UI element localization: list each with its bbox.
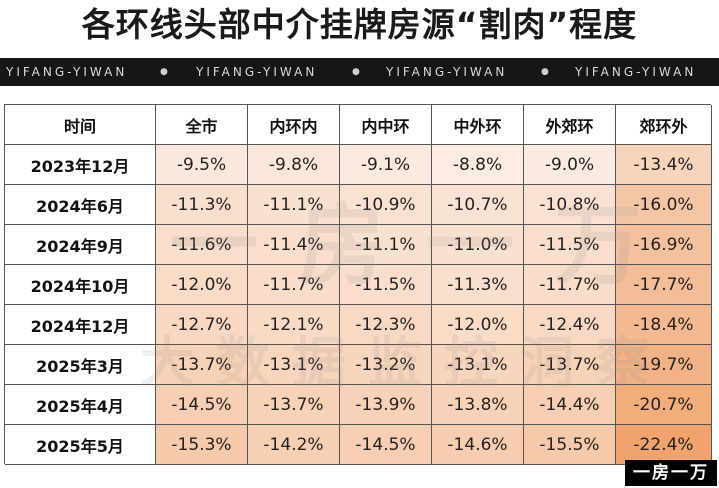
brand-logo: 一房一万 (625, 460, 717, 486)
band-text-3: YIFANG-YIWAN (386, 65, 508, 79)
band-text-2: YIFANG-YIWAN (196, 65, 318, 79)
table-row-label: 2024年9月 (5, 225, 156, 265)
table-cell: -13.2% (340, 345, 432, 385)
table-cell: -11.7% (524, 265, 616, 305)
table-cell: -13.9% (340, 385, 432, 425)
table-cell: -13.7% (248, 385, 340, 425)
table-cell: -12.0% (156, 265, 248, 305)
table-cell: -11.4% (248, 225, 340, 265)
table-cell: -10.9% (340, 185, 432, 225)
table-cell: -11.0% (432, 225, 524, 265)
table-cell: -14.5% (156, 385, 248, 425)
band-dot-1: ● (160, 67, 168, 77)
table-cell: -11.5% (340, 265, 432, 305)
table-cell: -14.6% (432, 425, 524, 465)
table-cell: -13.4% (616, 145, 712, 185)
band-text-4: YIFANG-YIWAN (575, 65, 697, 79)
table-cell: -9.5% (156, 145, 248, 185)
table-cell: -10.8% (524, 185, 616, 225)
table-cell: -12.0% (432, 305, 524, 345)
table-cell: -18.4% (616, 305, 712, 345)
table-header-5: 外郊环 (524, 105, 616, 145)
table-cell: -9.8% (248, 145, 340, 185)
table-cell: -11.7% (248, 265, 340, 305)
table-row-label: 2025年5月 (5, 425, 156, 465)
table-header-3: 内中环 (340, 105, 432, 145)
table-cell: -12.3% (340, 305, 432, 345)
band-dot-2: ● (352, 67, 360, 77)
table-cell: -9.1% (340, 145, 432, 185)
table-cell: -19.7% (616, 345, 712, 385)
table-row-label: 2024年12月 (5, 305, 156, 345)
table-cell: -11.5% (524, 225, 616, 265)
table-row-label: 2023年12月 (5, 145, 156, 185)
table-cell: -15.5% (524, 425, 616, 465)
table-cell: -14.5% (340, 425, 432, 465)
table-cell: -12.7% (156, 305, 248, 345)
table-cell: -11.3% (156, 185, 248, 225)
table-cell: -22.4% (616, 425, 712, 465)
table-cell: -20.7% (616, 385, 712, 425)
page-title: 各环线头部中介挂牌房源“割肉”程度 (81, 5, 638, 44)
table-cell: -16.0% (616, 185, 712, 225)
table-header-4: 中外环 (432, 105, 524, 145)
table-cell: -16.9% (616, 225, 712, 265)
table-cell: -11.3% (432, 265, 524, 305)
discount-table: 时间 全市 内环内 内中环 中外环 外郊环 郊环外 2023年12月 -9.5% -9.8% -9.… (4, 104, 712, 465)
table-cell: -9.0% (524, 145, 616, 185)
table-row-label: 2025年3月 (5, 345, 156, 385)
table-cell: -11.6% (156, 225, 248, 265)
table-header-corner: 时间 (5, 105, 156, 145)
table-cell: -14.4% (524, 385, 616, 425)
table-header-1: 全市 (156, 105, 248, 145)
watermark-band: YIFANG-YIWAN ● YIFANG-YIWAN ● YIFANG-YIW… (0, 58, 719, 86)
table-cell: -13.8% (432, 385, 524, 425)
table-row-label: 2024年6月 (5, 185, 156, 225)
table-cell: -11.1% (340, 225, 432, 265)
table-row-label: 2025年4月 (5, 385, 156, 425)
table-cell: -14.2% (248, 425, 340, 465)
table-cell: -13.7% (156, 345, 248, 385)
table-cell: -13.1% (248, 345, 340, 385)
band-text-1: YIFANG-YIWAN (6, 65, 128, 79)
table-header-6: 郊环外 (616, 105, 712, 145)
table-cell: -11.1% (248, 185, 340, 225)
band-dot-3: ● (541, 67, 549, 77)
table-cell: -13.1% (432, 345, 524, 385)
table-cell: -12.1% (248, 305, 340, 345)
table-cell: -17.7% (616, 265, 712, 305)
table-cell: -10.7% (432, 185, 524, 225)
table-header-2: 内环内 (248, 105, 340, 145)
table-cell: -8.8% (432, 145, 524, 185)
table-cell: -12.4% (524, 305, 616, 345)
table-cell: -13.7% (524, 345, 616, 385)
table-row-label: 2024年10月 (5, 265, 156, 305)
table-cell: -15.3% (156, 425, 248, 465)
